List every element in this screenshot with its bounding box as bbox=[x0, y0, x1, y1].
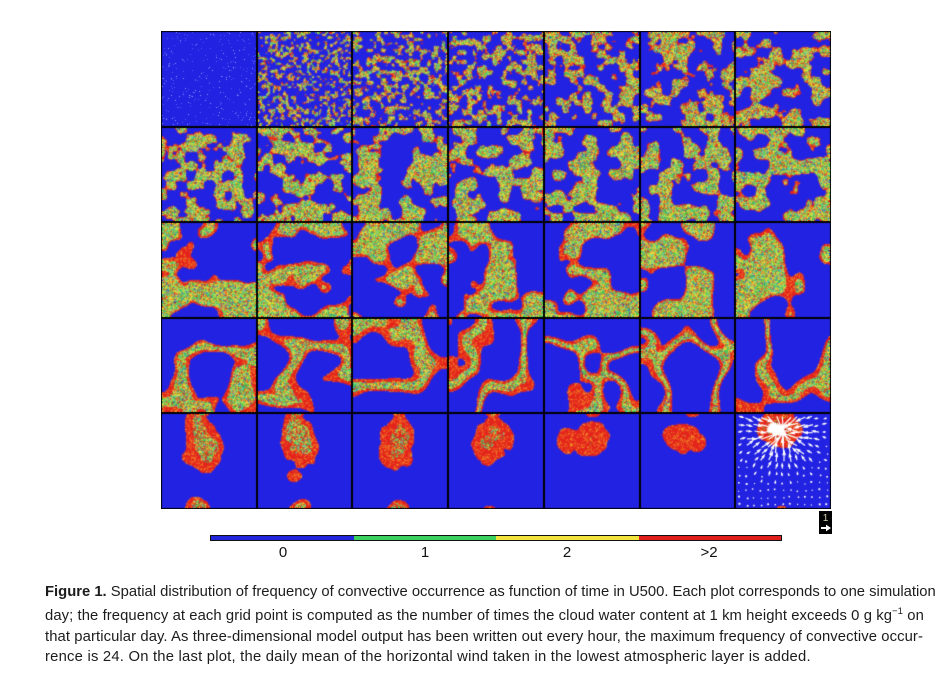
svg-text:1: 1 bbox=[823, 513, 829, 524]
